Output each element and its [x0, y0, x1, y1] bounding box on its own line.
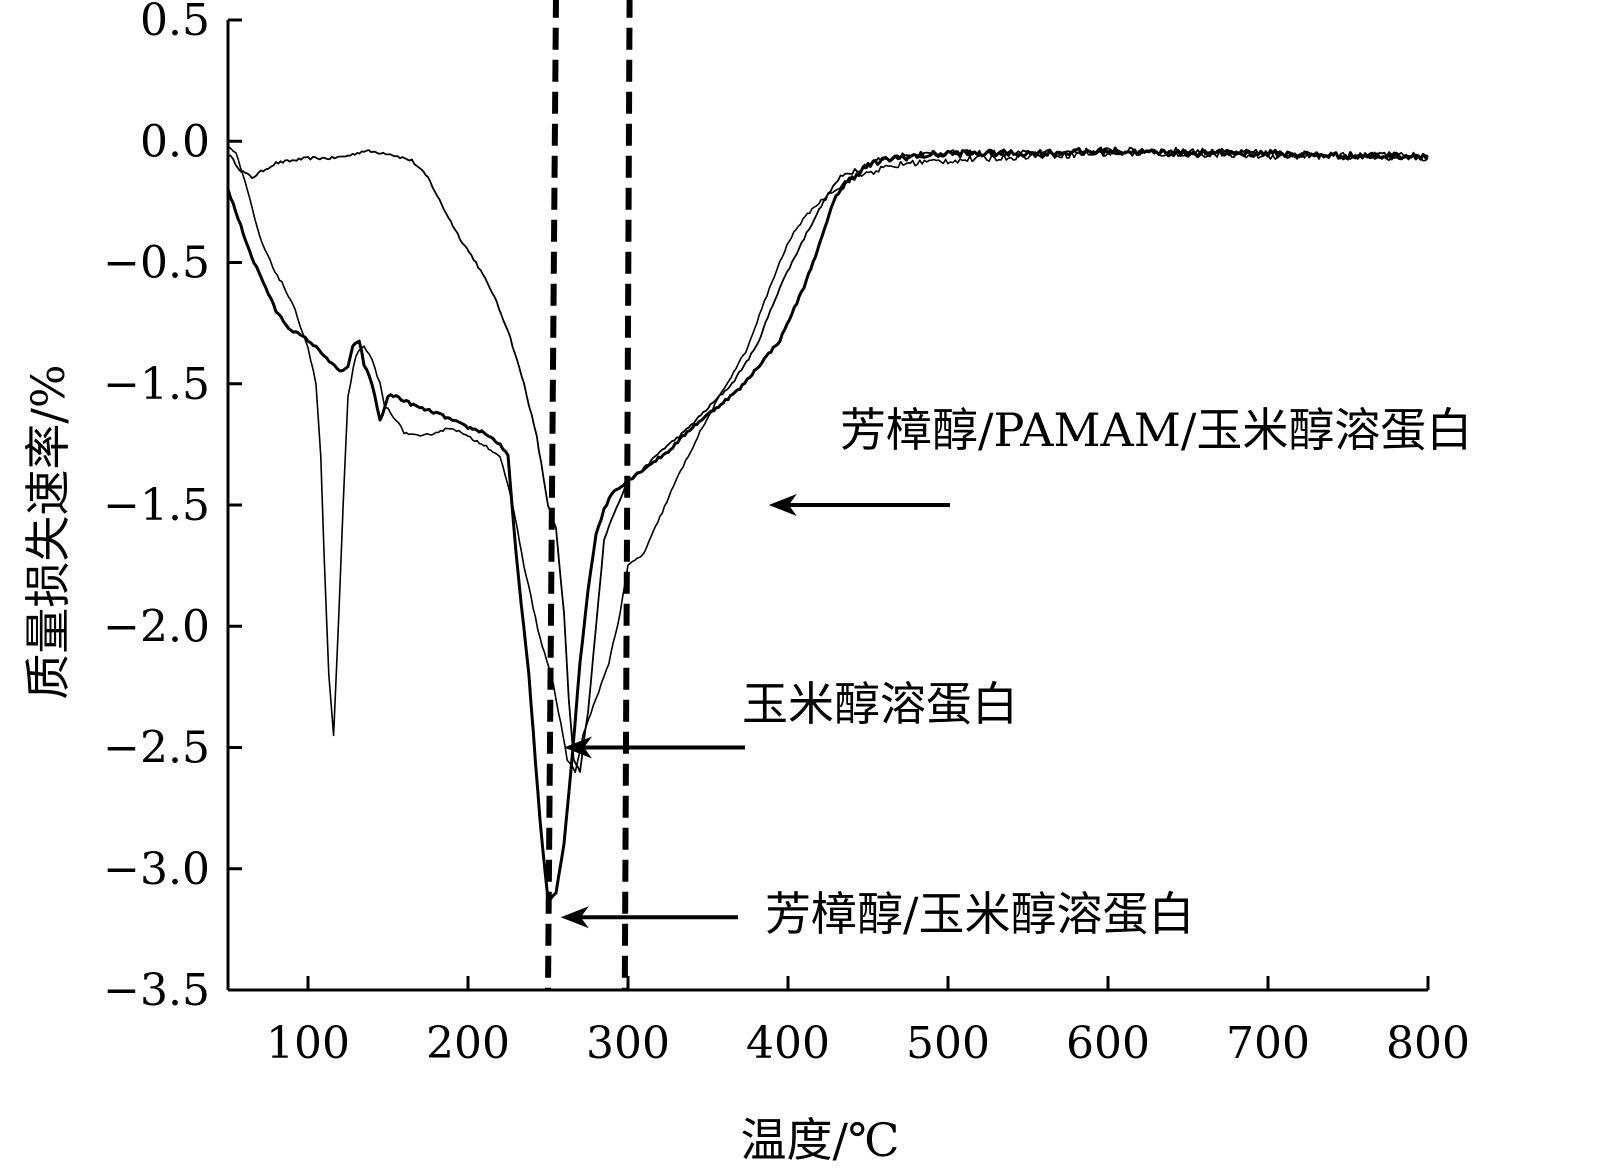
y-tick-label: −1.5 [103, 480, 210, 531]
axes: 0.5 0.0 −0.5 −1.5 −1.5 −2.0 −2.5 −3.0 −3.5 100 200… [103, 0, 1470, 1069]
x-tick-label: 600 [1066, 1018, 1150, 1069]
annot-linalool-arrow-head [560, 906, 589, 929]
series-group [226, 145, 1429, 901]
x-tick-label: 700 [1226, 1018, 1310, 1069]
series-line-2 [226, 146, 1429, 901]
reference-lines [545, 0, 633, 991]
x-tick-label: 300 [586, 1018, 670, 1069]
y-tick-label: −3.5 [103, 965, 210, 1016]
series-line-3 [227, 145, 1429, 774]
y-tick-label: 0.0 [140, 116, 210, 167]
dashed-line-2 [621, 0, 633, 991]
y-axis-title: 质量损失速率/% [21, 364, 75, 699]
annot-zein-arrow-head [564, 736, 592, 759]
annot-pamam-arrow-head [768, 494, 797, 516]
x-tick-label: 800 [1386, 1018, 1470, 1069]
y-tick-label: −2.5 [103, 723, 210, 774]
dashed-line-1 [545, 0, 559, 991]
annot-linalool-label: 芳樟醇/玉米醇溶蛋白 [765, 887, 1195, 941]
annot-pamam-label: 芳樟醇/PAMAM/玉米醇溶蛋白 [840, 403, 1472, 457]
x-tick-label: 200 [426, 1018, 510, 1069]
x-axis-title: 温度/℃ [741, 1113, 900, 1167]
annot-zein-label: 玉米醇溶蛋白 [742, 677, 1018, 731]
series-line-1 [227, 146, 1429, 773]
x-tick-label: 400 [746, 1018, 830, 1069]
y-tick-label: −0.5 [103, 238, 210, 289]
annotations [560, 494, 950, 929]
y-tick-label: −1.5 [103, 359, 210, 410]
y-tick-label: 0.5 [140, 0, 210, 46]
y-tick-label: −3.0 [103, 844, 210, 895]
x-tick-label: 500 [906, 1018, 990, 1069]
x-tick-label: 100 [266, 1018, 350, 1069]
y-tick-label: −2.0 [103, 601, 210, 652]
